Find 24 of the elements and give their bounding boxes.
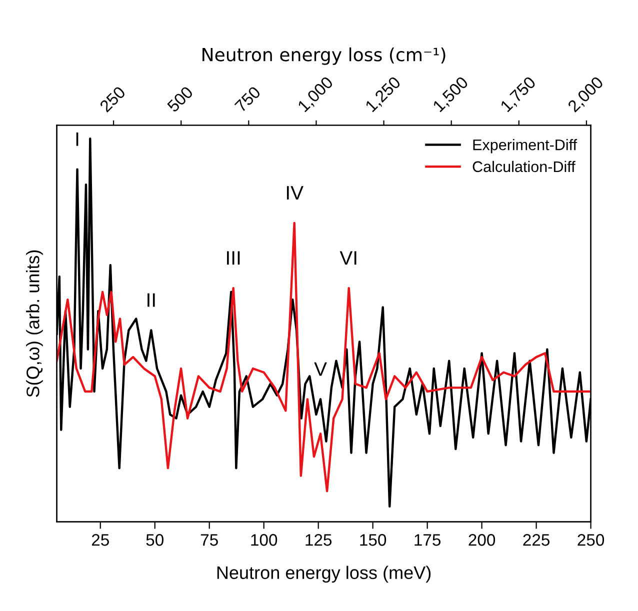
annotation: II	[148, 293, 155, 307]
annotation: VI	[340, 251, 356, 265]
x-tick-label: 150	[360, 534, 386, 546]
x-tick-label: 250	[578, 534, 604, 546]
x-axis-title: Neutron energy loss (meV)	[217, 566, 431, 583]
legend-label: Experiment-Diff	[473, 139, 578, 154]
x2-tick-label: 750	[234, 86, 262, 113]
annotation: III	[227, 251, 240, 265]
x-tick-label: 200	[468, 534, 496, 546]
annotation: V	[314, 362, 327, 376]
x-tick-label: 50	[146, 534, 164, 546]
x-tick-label: 125	[306, 534, 332, 546]
legend-label: Calculation-Diff	[472, 160, 576, 172]
x2-tick-label: 250	[99, 86, 126, 113]
x-tick-label: 25	[92, 534, 109, 546]
x-tick-label: 75	[200, 534, 218, 546]
x-tick-label: 225	[523, 534, 550, 546]
x2-axis-title: Neutron energy loss (cm⁻¹)	[202, 47, 446, 65]
annotation: IV	[286, 186, 304, 200]
x-tick-label: 175	[414, 534, 441, 546]
y-axis-title: S(Q,ω) (arb. units)	[26, 250, 43, 397]
x-tick-label: 100	[251, 534, 278, 546]
annotation: I	[76, 132, 78, 146]
x2-tick-label: 500	[166, 86, 194, 113]
